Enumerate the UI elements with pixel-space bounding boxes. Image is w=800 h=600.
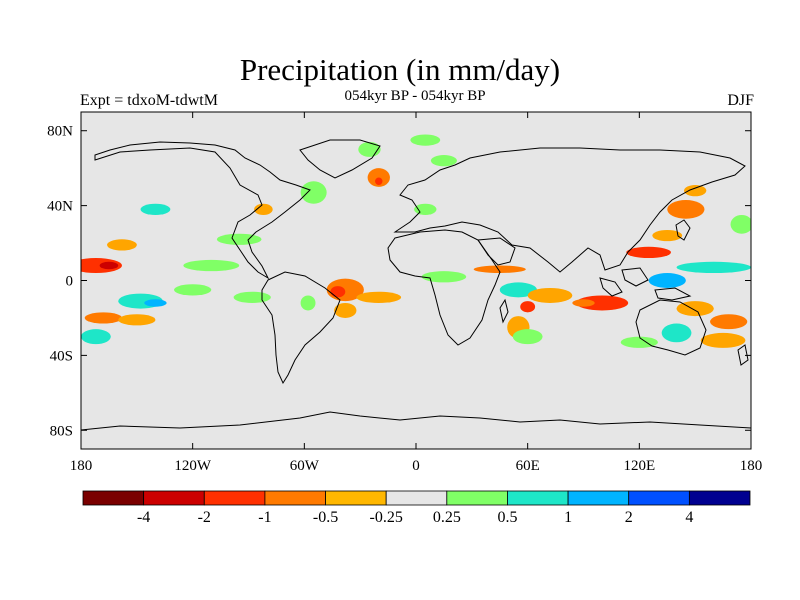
anomaly-region xyxy=(233,291,271,303)
lon-tick-label: 0 xyxy=(412,458,420,474)
legend-label: 2 xyxy=(625,509,633,526)
anomaly-region xyxy=(527,287,573,303)
anomaly-region xyxy=(667,199,705,219)
anomaly-region xyxy=(572,299,595,307)
anomaly-region xyxy=(84,312,122,324)
legend-swatch xyxy=(264,490,326,506)
anomaly-region xyxy=(661,323,692,343)
lat-tick-label: 40S xyxy=(50,348,73,364)
lat-tick-label: 0 xyxy=(66,274,74,290)
latitude-axis: 80N 40N 0 40S 80S xyxy=(47,124,751,439)
map-background xyxy=(81,112,751,449)
anomaly-region xyxy=(520,301,536,313)
season-label: DJF xyxy=(727,92,754,109)
anomaly-region xyxy=(254,203,273,215)
color-legend: -4 -2 -1 -0.5 -0.25 0.25 0.5 1 2 4 xyxy=(82,490,751,526)
anomaly-region xyxy=(183,259,240,272)
lon-tick-label: 60E xyxy=(516,458,540,474)
anomaly-region xyxy=(118,314,156,326)
anomaly-region xyxy=(107,239,137,251)
anomaly-region xyxy=(300,295,316,311)
legend-swatch xyxy=(385,490,448,506)
anomaly-region xyxy=(410,134,441,146)
anomaly-region xyxy=(330,286,346,298)
legend-swatch xyxy=(507,490,569,506)
anomaly-region xyxy=(652,229,683,242)
coastlines xyxy=(81,139,751,431)
experiment-label: Expt = tdxoM-tdwtM xyxy=(80,92,218,109)
anomaly-region xyxy=(216,233,262,245)
legend-swatch xyxy=(567,490,630,506)
anomaly-region xyxy=(367,168,390,187)
lon-tick-label: 120W xyxy=(174,458,212,474)
legend-label: -4 xyxy=(137,509,150,526)
anomaly-region xyxy=(356,291,402,303)
anomaly-region xyxy=(414,203,437,215)
anomaly-region xyxy=(576,295,629,311)
anomaly-region xyxy=(473,265,526,274)
anomaly-region xyxy=(700,332,746,348)
legend-label: -2 xyxy=(198,509,211,526)
lon-tick-label: 180 xyxy=(70,458,93,474)
anomaly-region xyxy=(730,214,751,234)
anomaly-regions xyxy=(81,134,751,348)
legend-swatch xyxy=(203,490,266,506)
lat-tick-label: 40N xyxy=(47,199,73,215)
plot-title: Precipitation (in mm/day) xyxy=(239,52,561,87)
anomaly-region xyxy=(375,177,383,186)
legend-label: -1 xyxy=(258,509,271,526)
anomaly-region xyxy=(300,181,327,204)
legend-label: 0.5 xyxy=(497,509,517,526)
legend-swatch xyxy=(143,490,205,506)
legend-label: 4 xyxy=(685,509,693,526)
legend-swatch xyxy=(446,490,508,506)
anomaly-region xyxy=(512,329,543,345)
legend-label: -0.25 xyxy=(370,509,403,526)
lat-tick-label: 80N xyxy=(47,124,73,140)
anomaly-region xyxy=(144,299,167,307)
anomaly-region xyxy=(626,246,671,259)
anomaly-region xyxy=(499,282,537,298)
anomaly-region xyxy=(140,203,171,215)
anomaly-region xyxy=(421,271,467,283)
anomaly-region xyxy=(334,302,357,318)
lon-tick-label: 60W xyxy=(290,458,320,474)
lat-tick-label: 80S xyxy=(50,423,73,439)
anomaly-region xyxy=(99,261,119,270)
legend-swatch xyxy=(628,490,690,506)
anomaly-region xyxy=(81,329,111,345)
anomaly-region xyxy=(648,273,686,288)
legend-swatch xyxy=(688,490,751,506)
anomaly-region xyxy=(684,185,707,197)
anomaly-region xyxy=(676,261,751,274)
legend-swatch xyxy=(325,490,387,506)
plot-subtitle: 054kyr BP - 054kyr BP xyxy=(344,88,486,104)
legend-swatch xyxy=(82,490,145,506)
legend-label: 1 xyxy=(564,509,572,526)
lon-tick-label: 120E xyxy=(623,458,655,474)
legend-label: 0.25 xyxy=(433,509,461,526)
anomaly-region xyxy=(620,336,658,348)
anomaly-region xyxy=(710,314,748,330)
lon-tick-label: 180 xyxy=(740,458,763,474)
anomaly-region xyxy=(430,155,457,167)
legend-label: -0.5 xyxy=(313,509,338,526)
anomaly-region xyxy=(174,284,212,296)
longitude-axis: 180 120W 60W 0 60E 120E 180 xyxy=(70,112,763,474)
